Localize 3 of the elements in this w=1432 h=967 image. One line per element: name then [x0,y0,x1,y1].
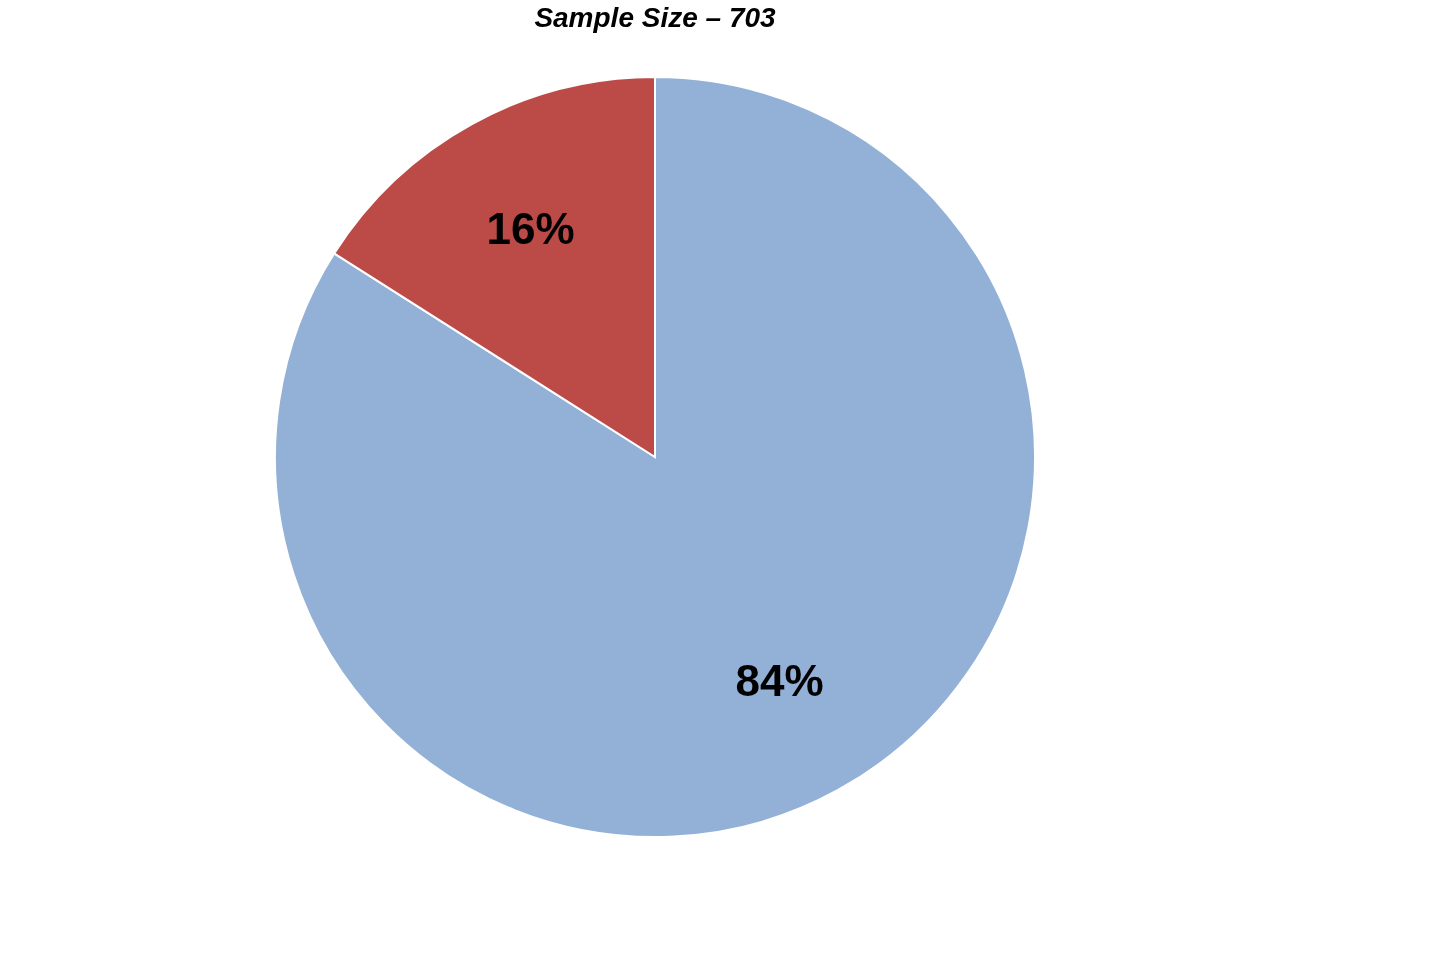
data-label: 84% [735,656,824,706]
chart-title: Sample Size – 703 [534,2,777,33]
data-label: 16% [486,203,575,253]
